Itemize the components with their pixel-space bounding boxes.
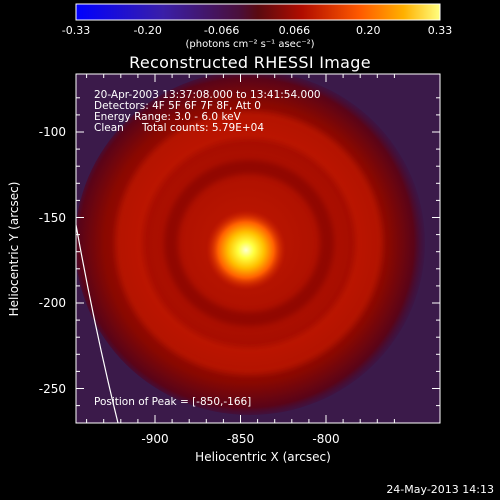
y-tick-label: -100	[38, 125, 66, 139]
annotation-detectors: Detectors: 4F 5F 6F 7F 8F, Att 0	[94, 100, 261, 112]
chart-title: Reconstructed RHESSI Image	[129, 53, 371, 72]
annotation-time: 20-Apr-2003 13:37:08.000 to 13:41:54.000	[94, 89, 321, 101]
colorbar-tick-label: 0.33	[427, 24, 453, 37]
annotation-clean: Clean	[94, 122, 124, 134]
annotation-counts: Total counts: 5.79E+04	[142, 122, 265, 134]
y-tick-label: -200	[38, 296, 66, 310]
emission-ring	[115, 111, 383, 375]
y-tick-label: -150	[38, 210, 66, 225]
x-tick-label: -850	[226, 432, 255, 446]
colorbar-units: (photons cm⁻² s⁻¹ asec⁻²)	[185, 39, 315, 50]
emission-peak	[206, 210, 286, 290]
annotation-peak-position: Position of Peak = [-850,-166]	[94, 396, 252, 408]
x-tick-label: -900	[141, 432, 169, 446]
footer-date: 24-May-2013 14:13	[386, 483, 494, 496]
y-axis-label: Heliocentric Y (arcsec)	[7, 181, 21, 317]
colorbar-gradient	[75, 3, 441, 21]
emission-trough	[164, 160, 334, 326]
colorbar-tick-label: -0.20	[133, 24, 162, 37]
annotation-energy: Energy Range: 3.0 - 6.0 keV	[94, 111, 241, 123]
colorbar-tick-label: 0.066	[278, 24, 311, 37]
colorbar-tick-label: -0.066	[203, 24, 240, 37]
colorbar-tick-label: 0.20	[356, 24, 381, 37]
colorbar	[75, 3, 441, 21]
axis-tick-marks	[76, 74, 440, 423]
y-tick-label: -250	[38, 381, 66, 396]
x-tick-label: -800	[312, 432, 340, 446]
solar-limb	[76, 224, 119, 423]
x-axis-label: Heliocentric X (arcsec)	[195, 450, 331, 464]
colorbar-tick-label: -0.33	[61, 24, 91, 37]
